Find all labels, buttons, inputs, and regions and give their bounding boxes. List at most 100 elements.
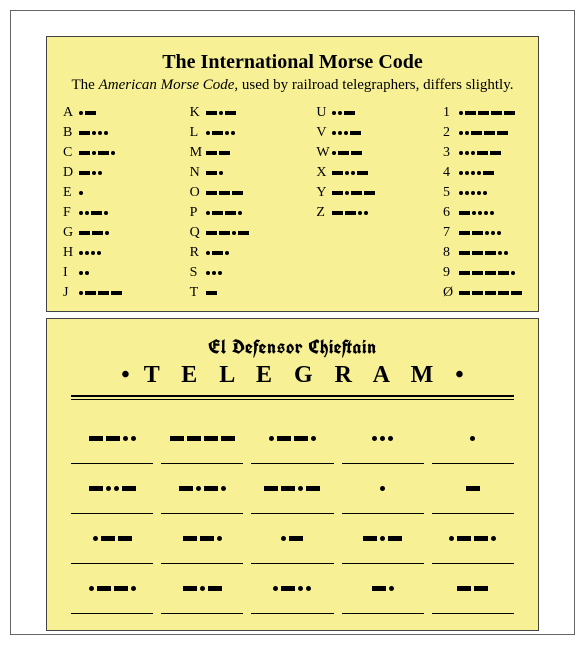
- code-row: H: [63, 245, 122, 261]
- code-letter: R: [190, 245, 206, 261]
- code-letter: P: [190, 205, 206, 221]
- code-row: W: [316, 145, 375, 161]
- code-morse: [79, 151, 115, 155]
- morse-code-grid: ABCDEFGHIJKLMNOPQRSTUVWXYZ123456789Ø: [57, 105, 528, 301]
- code-row: Y: [316, 185, 375, 201]
- code-morse: [332, 171, 368, 175]
- code-morse: [206, 171, 223, 175]
- code-morse: [206, 251, 229, 255]
- telegram-cell: [342, 570, 424, 614]
- code-letter: Z: [316, 205, 332, 221]
- code-letter: X: [316, 165, 332, 181]
- code-row: 6: [443, 205, 522, 221]
- code-morse: [459, 131, 508, 135]
- code-row: T: [190, 285, 249, 301]
- code-morse: [79, 171, 102, 175]
- telegram-morse: [183, 586, 222, 591]
- code-morse: [206, 151, 230, 155]
- code-row: E: [63, 185, 122, 201]
- code-column: ABCDEFGHIJ: [63, 105, 122, 301]
- code-row: F: [63, 205, 122, 221]
- code-morse: [79, 191, 83, 195]
- code-morse: [459, 111, 515, 115]
- code-letter: 2: [443, 125, 459, 141]
- code-letter: M: [190, 145, 206, 161]
- code-row: L: [190, 125, 249, 141]
- card-title: The International Morse Code: [57, 51, 528, 74]
- code-row: 5: [443, 185, 522, 201]
- subtitle-post: used by railroad telegraphers, differs s…: [238, 77, 513, 93]
- code-morse: [459, 251, 508, 255]
- telegram-morse: [372, 586, 394, 591]
- telegram-cell: [251, 570, 333, 614]
- code-letter: H: [63, 245, 79, 261]
- code-row: Ø: [443, 285, 522, 301]
- code-letter: D: [63, 165, 79, 181]
- code-letter: I: [63, 265, 79, 281]
- code-letter: B: [63, 125, 79, 141]
- code-row: K: [190, 105, 249, 121]
- telegram-cell: [251, 520, 333, 564]
- telegram-morse: [273, 586, 311, 591]
- code-column: KLMNOPQRST: [190, 105, 249, 301]
- code-morse: [459, 151, 501, 155]
- telegram-morse: [449, 536, 496, 541]
- code-letter: L: [190, 125, 206, 141]
- code-morse: [79, 131, 108, 135]
- code-row: N: [190, 165, 249, 181]
- telegram-label: • T E L E G R A M •: [67, 362, 518, 389]
- code-morse: [459, 171, 494, 175]
- code-morse: [332, 111, 355, 115]
- code-morse: [459, 211, 494, 215]
- code-column: 123456789Ø: [443, 105, 522, 301]
- code-morse: [79, 211, 108, 215]
- telegram-cell: [71, 470, 153, 514]
- code-morse: [206, 191, 243, 195]
- code-row: 3: [443, 145, 522, 161]
- code-letter: S: [190, 265, 206, 281]
- telegram-morse: [179, 486, 226, 491]
- code-morse: [332, 211, 368, 215]
- telegram-card: El Defensor Chieftain • T E L E G R A M …: [46, 318, 539, 631]
- telegram-cell: [71, 420, 153, 464]
- code-letter: 9: [443, 265, 459, 281]
- code-morse: [79, 231, 109, 235]
- code-row: 1: [443, 105, 522, 121]
- code-row: 4: [443, 165, 522, 181]
- code-row: P: [190, 205, 249, 221]
- code-letter: 3: [443, 145, 459, 161]
- code-morse: [206, 291, 217, 295]
- code-row: Q: [190, 225, 249, 241]
- telegram-morse: [89, 436, 136, 441]
- code-column: UVWXYZ: [316, 105, 375, 301]
- telegram-cell: [342, 470, 424, 514]
- code-row: 8: [443, 245, 522, 261]
- code-row: B: [63, 125, 122, 141]
- telegram-morse: [372, 436, 393, 441]
- telegram-cell: [71, 520, 153, 564]
- code-morse: [79, 291, 122, 295]
- code-letter: J: [63, 285, 79, 301]
- telegram-cell: [342, 520, 424, 564]
- code-morse: [206, 271, 222, 275]
- code-letter: E: [63, 185, 79, 201]
- code-letter: W: [316, 145, 332, 161]
- divider-rules: [71, 395, 514, 400]
- code-letter: K: [190, 105, 206, 121]
- code-row: G: [63, 225, 122, 241]
- code-morse: [206, 211, 242, 215]
- code-row: R: [190, 245, 249, 261]
- telegram-morse: [183, 536, 222, 541]
- code-morse: [459, 191, 487, 195]
- telegram-morse: [89, 486, 136, 491]
- code-row: X: [316, 165, 375, 181]
- telegram-morse: [380, 486, 385, 491]
- code-letter: U: [316, 105, 332, 121]
- code-row: Z: [316, 205, 375, 221]
- code-row: I: [63, 265, 122, 281]
- code-row: 2: [443, 125, 522, 141]
- code-morse: [79, 271, 89, 275]
- code-letter: Ø: [443, 285, 459, 301]
- code-letter: 5: [443, 185, 459, 201]
- code-letter: N: [190, 165, 206, 181]
